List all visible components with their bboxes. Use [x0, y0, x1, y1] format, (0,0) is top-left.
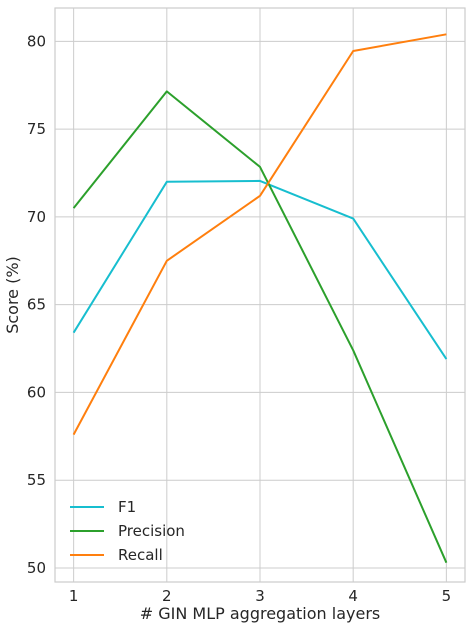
y-tick-label: 55	[27, 471, 46, 489]
y-tick-label: 75	[27, 120, 46, 138]
series-line-f1	[72, 179, 448, 360]
x-axis-label: # GIN MLP aggregation layers	[140, 604, 380, 623]
x-tick-label: 5	[442, 587, 452, 605]
ticks: 50 55 60 65 70 75 80 1 2 3 4 5	[27, 32, 451, 605]
series	[72, 33, 448, 564]
series-line-recall	[72, 33, 447, 436]
y-tick-label: 50	[27, 559, 46, 577]
y-tick-label: 60	[27, 383, 46, 401]
plot-frame	[54, 7, 466, 583]
series-line-precision	[72, 90, 448, 564]
y-tick-label: 80	[27, 32, 46, 50]
y-axis-label: Score (%)	[3, 256, 22, 334]
x-tick-label: 1	[69, 587, 79, 605]
legend-label-f1: F1	[118, 498, 136, 516]
x-tick-label: 3	[255, 587, 265, 605]
y-tick-label: 70	[27, 208, 46, 226]
x-tick-label: 4	[348, 587, 358, 605]
legend-label-precision: Precision	[118, 522, 185, 540]
x-tick-label: 2	[162, 587, 172, 605]
y-tick-label: 65	[27, 296, 46, 314]
legend: F1 Precision Recall	[70, 498, 185, 564]
grid	[55, 8, 465, 582]
legend-label-recall: Recall	[118, 546, 163, 564]
